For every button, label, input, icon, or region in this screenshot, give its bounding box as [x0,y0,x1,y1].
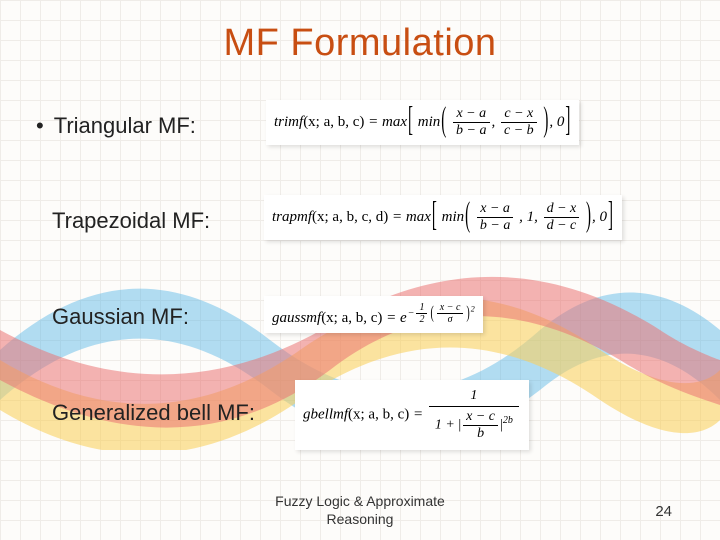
item-label: Gaussian MF: [52,304,189,330]
formula-triangular: trimf(x; a, b, c) = max[ min( x − ab − a… [266,100,579,145]
item-label: Generalized bell MF: [52,400,255,426]
slide-content: MF Formulation • Triangular MF: Trapezoi… [0,0,720,540]
formula-gaussian: gaussmf(x; a, b, c) = e−12(x − cσ)2 [264,296,483,333]
footer-text: Fuzzy Logic & Approximate Reasoning [0,493,720,528]
formula-gbell: gbellmf(x; a, b, c) = 1 1 + |x − cb|2b [295,380,529,450]
bullet-icon: • [36,115,44,137]
page-title: MF Formulation [0,0,720,65]
page-number: 24 [655,503,672,520]
formula-trapezoidal: trapmf(x; a, b, c, d) = max[ min( x − ab… [264,195,622,240]
item-label: Triangular MF: [54,113,196,139]
item-label: Trapezoidal MF: [52,208,210,234]
